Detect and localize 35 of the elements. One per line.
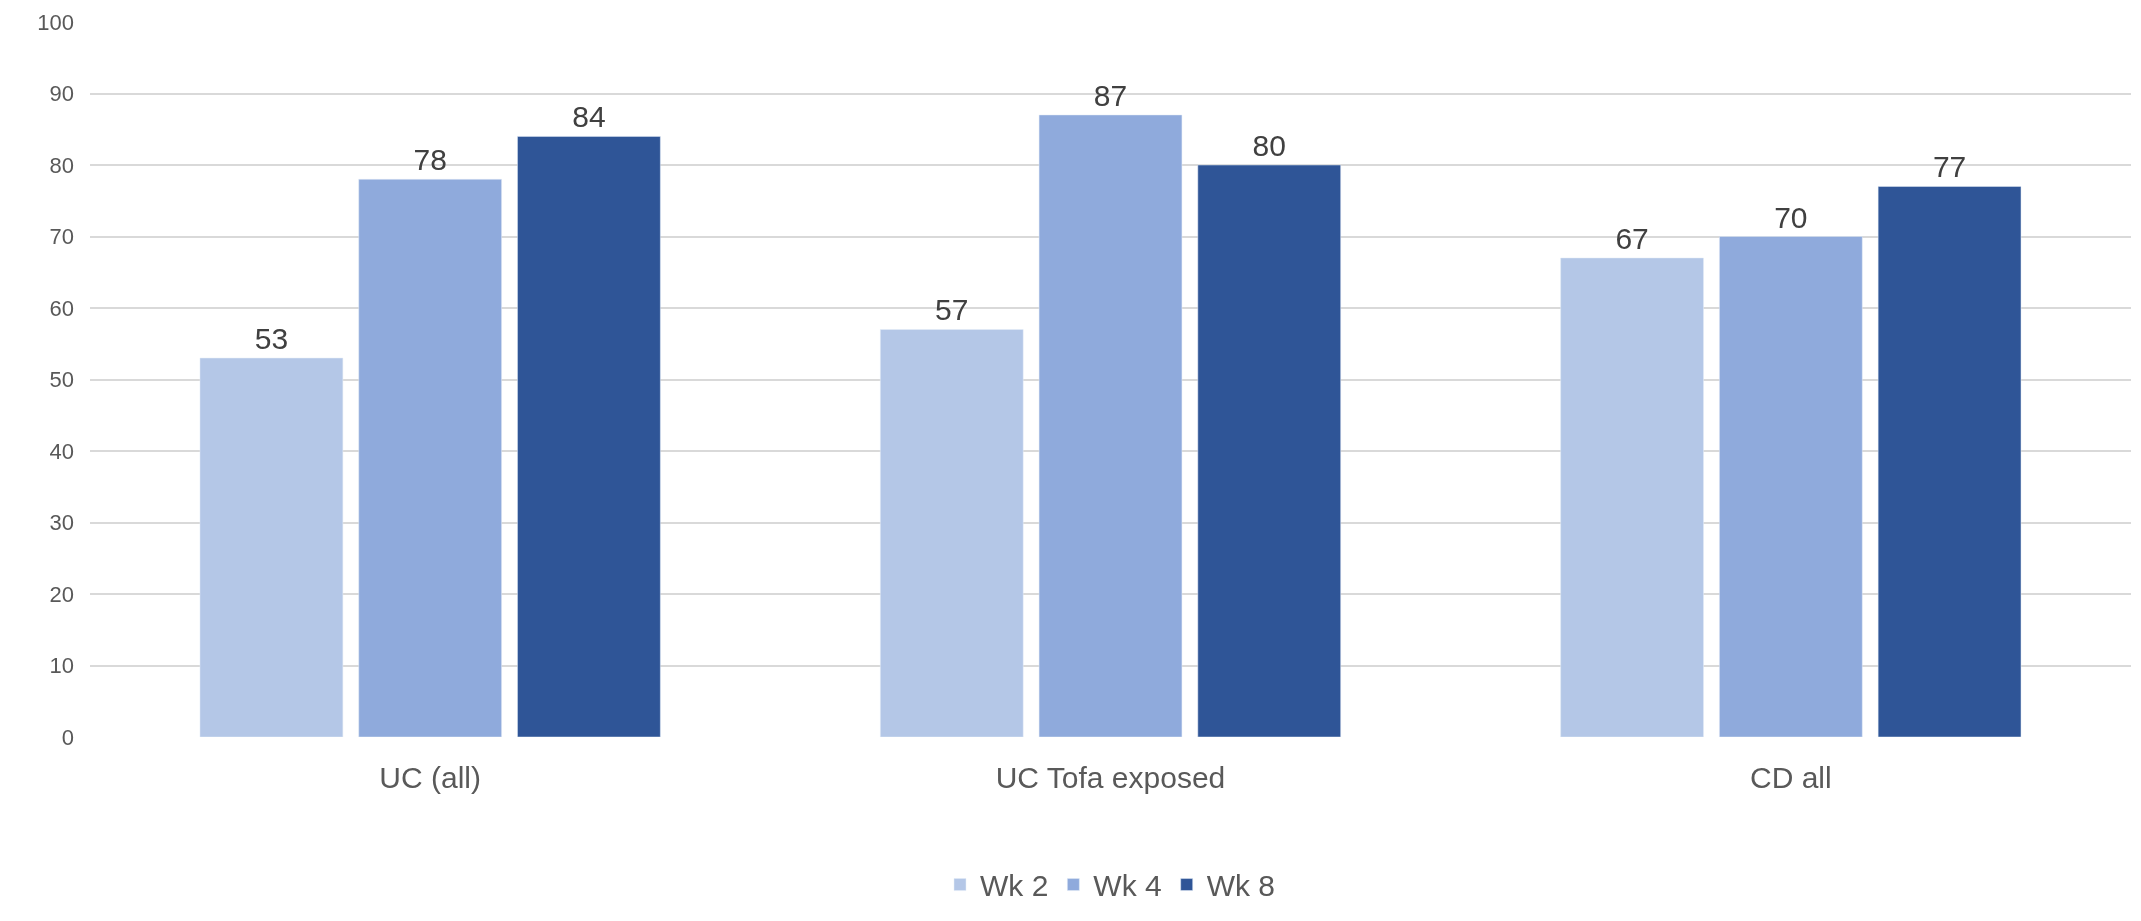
y-tick-label: 70	[49, 224, 74, 250]
bar	[1719, 236, 1863, 737]
y-tick-label: 0	[61, 724, 74, 750]
bar	[1197, 164, 1341, 737]
x-tick-label: UC Tofa exposed	[995, 761, 1226, 794]
legend-label: Wk 2	[980, 869, 1049, 903]
y-tick-label: 100	[37, 9, 74, 35]
x-tick-label: CD all	[1749, 761, 1832, 794]
bar	[1877, 186, 2022, 737]
data-label: 77	[1932, 150, 1967, 184]
y-tick-label: 80	[49, 152, 74, 178]
bar	[880, 329, 1024, 737]
y-tick-label: 20	[49, 581, 74, 607]
data-label: 78	[413, 143, 447, 177]
bar	[358, 179, 502, 737]
data-label: 57	[935, 293, 969, 327]
bar	[199, 357, 344, 737]
data-label: 87	[1093, 78, 1128, 112]
data-label: 80	[1252, 129, 1286, 162]
data-label: 70	[1774, 200, 1808, 234]
y-tick-label: 90	[49, 81, 74, 107]
legend-label: Wk 8	[1206, 869, 1276, 903]
bar	[1560, 257, 1704, 737]
bar	[517, 136, 661, 737]
x-tick-label: UC (all)	[379, 761, 482, 794]
y-tick-label: 50	[49, 367, 74, 393]
bar	[1038, 114, 1183, 737]
y-tick-label: 30	[49, 510, 74, 536]
data-label: 67	[1615, 221, 1649, 255]
y-tick-label: 60	[49, 295, 74, 321]
data-label: 53	[254, 322, 289, 356]
y-tick-label: 40	[49, 438, 74, 464]
legend-label: Wk 4	[1093, 869, 1162, 903]
data-label: 84	[572, 100, 606, 134]
y-tick-label: 10	[49, 653, 74, 679]
